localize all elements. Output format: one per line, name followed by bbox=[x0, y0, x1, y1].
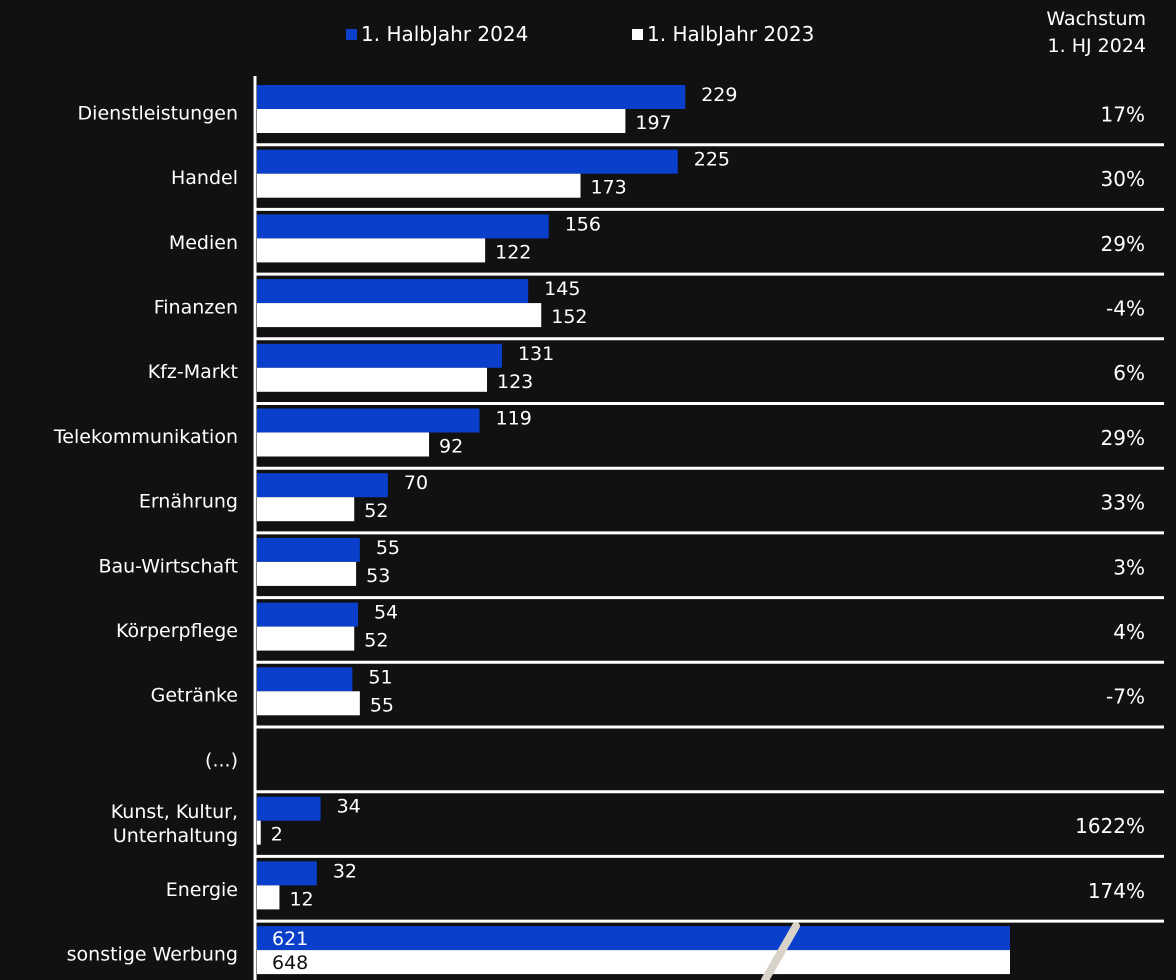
bar-2024 bbox=[257, 149, 678, 174]
category-label: Kunst, Kultur, bbox=[111, 801, 238, 823]
bar-2024 bbox=[257, 279, 529, 304]
bar-2023 bbox=[257, 885, 280, 910]
growth-value: 30% bbox=[1101, 167, 1145, 191]
bar-2024 bbox=[257, 926, 1010, 951]
bar-2023 bbox=[257, 561, 357, 586]
bar-2023 bbox=[257, 367, 488, 392]
value-label-2024: 32 bbox=[333, 860, 357, 882]
category-label: Finanzen bbox=[154, 296, 238, 318]
bar-2023 bbox=[257, 173, 581, 198]
value-label-2023: 152 bbox=[551, 306, 587, 328]
growth-value: 6% bbox=[1113, 361, 1145, 385]
value-label-2023: 53 bbox=[366, 565, 390, 587]
bar-2024 bbox=[257, 796, 321, 821]
value-label-2024: 229 bbox=[701, 84, 737, 106]
category-label: Kfz-Markt bbox=[148, 361, 238, 383]
value-label-2024: 51 bbox=[368, 666, 392, 688]
growth-value: 4% bbox=[1113, 620, 1145, 644]
category-label: Telekommunikation bbox=[53, 426, 238, 448]
value-label-2024: 145 bbox=[544, 278, 580, 300]
category-label: sonstige Werbung bbox=[67, 943, 238, 965]
growth-value: 17% bbox=[1101, 102, 1145, 126]
legend-label-2023: 1. HalbJahr 2023 bbox=[647, 22, 815, 46]
value-label-2023: 52 bbox=[364, 500, 388, 522]
value-label-2023: 123 bbox=[497, 371, 533, 393]
bar-2023 bbox=[257, 238, 486, 263]
category-label: Bau-Wirtschaft bbox=[98, 555, 238, 577]
value-label-2023: 2 bbox=[271, 824, 283, 846]
growth-value: 174% bbox=[1088, 879, 1145, 903]
category-label: Medien bbox=[169, 232, 238, 254]
growth-value: 29% bbox=[1101, 232, 1145, 256]
bar-2024 bbox=[257, 214, 549, 239]
bar-2024 bbox=[257, 473, 388, 498]
bar-2023 bbox=[257, 432, 430, 457]
value-label-2024: 34 bbox=[337, 796, 361, 818]
legend-item-2023: 1. HalbJahr 2023 bbox=[632, 22, 814, 46]
category-label: Dienstleistungen bbox=[78, 102, 238, 124]
bar-2024 bbox=[257, 85, 686, 109]
bar-2023 bbox=[257, 691, 360, 716]
bar-2023 bbox=[257, 626, 355, 651]
bar-2024 bbox=[257, 602, 358, 627]
growth-header-line-2: 1. HJ 2024 bbox=[1047, 35, 1146, 57]
category-label: Getränke bbox=[151, 685, 238, 707]
bar-2023 bbox=[257, 950, 1010, 975]
pen-stroke-overlay bbox=[761, 922, 800, 980]
growth-value: 33% bbox=[1101, 491, 1145, 515]
value-label-2023: 122 bbox=[495, 241, 531, 263]
growth-value: 29% bbox=[1101, 426, 1145, 450]
value-label-2023: 12 bbox=[289, 888, 313, 910]
value-label-2023: 92 bbox=[439, 436, 463, 458]
growth-header-line-1: Wachstum bbox=[1046, 8, 1146, 30]
growth-value: -7% bbox=[1106, 685, 1145, 709]
bar-2024 bbox=[257, 667, 353, 692]
bar-2024 bbox=[257, 537, 360, 562]
value-label-2024: 156 bbox=[565, 213, 601, 235]
value-label-2023: 55 bbox=[370, 694, 394, 716]
bar-2023 bbox=[257, 303, 542, 328]
value-label-2024: 621 bbox=[272, 928, 308, 950]
value-label-2024: 131 bbox=[518, 343, 554, 365]
value-label-2023: 197 bbox=[635, 112, 671, 134]
bar-2024 bbox=[257, 861, 317, 886]
value-label-2024: 70 bbox=[404, 472, 428, 494]
growth-value: 1622% bbox=[1075, 814, 1145, 838]
value-label-2024: 55 bbox=[376, 537, 400, 559]
legend-item-2024: 1. HalbJahr 2024 bbox=[346, 22, 528, 46]
bar-2023 bbox=[257, 820, 261, 845]
growth-value: 3% bbox=[1113, 555, 1145, 579]
value-label-2024: 119 bbox=[496, 408, 532, 430]
growth-value: -4% bbox=[1106, 296, 1145, 320]
value-label-2023: 52 bbox=[364, 630, 388, 652]
value-label-2023: 648 bbox=[272, 952, 308, 974]
value-label-2024: 54 bbox=[374, 602, 398, 624]
category-label: Unterhaltung bbox=[113, 825, 238, 847]
bar-2024 bbox=[257, 343, 502, 368]
category-label: Körperpflege bbox=[116, 620, 238, 642]
growth-column-header: Wachstum 1. HJ 2024 bbox=[1046, 6, 1146, 60]
legend-swatch-2023 bbox=[632, 28, 643, 40]
bar-2023 bbox=[257, 497, 355, 522]
legend-swatch-2024 bbox=[346, 28, 357, 40]
value-label-2024: 225 bbox=[694, 149, 730, 171]
category-label: Energie bbox=[166, 879, 238, 901]
bar-2023 bbox=[257, 109, 626, 133]
legend-label-2024: 1. HalbJahr 2024 bbox=[361, 22, 529, 46]
value-label-2023: 173 bbox=[591, 177, 627, 199]
category-label: Ernährung bbox=[139, 491, 238, 513]
category-label: Handel bbox=[171, 167, 238, 189]
category-label: (...) bbox=[205, 749, 238, 771]
bar-2024 bbox=[257, 408, 480, 433]
